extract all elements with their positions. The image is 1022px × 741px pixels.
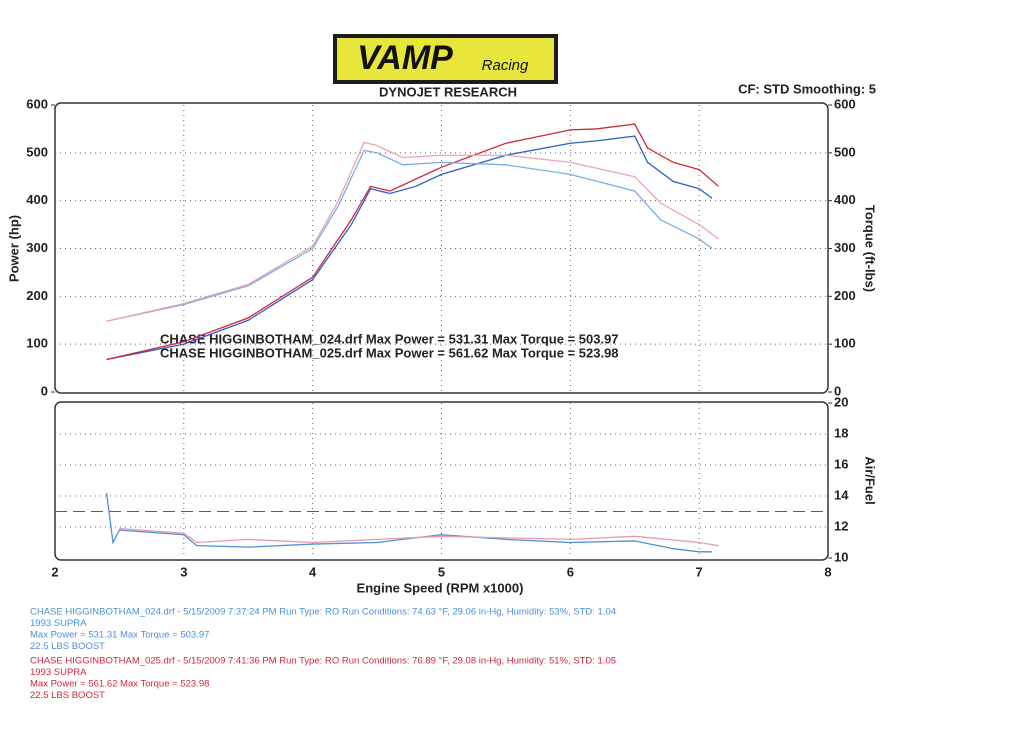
y-tick-label: 200	[26, 288, 48, 303]
run-info: CHASE HIGGINBOTHAM_025.drf - 5/15/2009 7…	[30, 656, 616, 667]
run-info: 22.5 LBS BOOST	[30, 690, 105, 701]
y-tick-label: 400	[26, 192, 48, 207]
y-tick-label: 500	[834, 144, 856, 159]
y-tick-label: 200	[834, 288, 856, 303]
y-tick-label: 100	[26, 336, 48, 351]
series-line	[105, 492, 713, 553]
run-info: 1993 SUPRA	[30, 667, 87, 678]
annotation: CHASE HIGGINBOTHAM_025.drf Max Power = 5…	[160, 345, 619, 360]
y-tick-label: 20	[834, 394, 848, 409]
y-tick-label: 0	[41, 383, 48, 398]
x-tick-label: 2	[51, 564, 58, 579]
x-axis-label: Engine Speed (RPM x1000)	[357, 580, 524, 595]
series-line	[119, 527, 719, 547]
y-tick-label: 0	[834, 383, 841, 398]
y-tick-label: 100	[834, 336, 856, 351]
y-tick-label: 600	[26, 96, 48, 111]
run-info: CHASE HIGGINBOTHAM_024.drf - 5/15/2009 7…	[30, 607, 616, 618]
series-line	[106, 135, 713, 361]
run-info: 1993 SUPRA	[30, 618, 87, 629]
y-tick-label: 14	[834, 487, 849, 502]
run-info: Max Power = 561.62 Max Torque = 523.98	[30, 679, 209, 690]
series-line	[106, 149, 713, 322]
x-tick-label: 8	[824, 564, 831, 579]
x-tick-label: 5	[438, 564, 445, 579]
x-tick-label: 7	[696, 564, 703, 579]
y-tick-label: 300	[26, 240, 48, 255]
run-info: Max Power = 531.31 Max Torque = 503.97	[30, 630, 209, 641]
annotation: CHASE HIGGINBOTHAM_024.drf Max Power = 5…	[160, 331, 619, 346]
x-tick-label: 4	[309, 564, 317, 579]
y-tick-label: 12	[834, 518, 848, 533]
x-tick-label: 6	[567, 564, 574, 579]
y-tick-label: 600	[834, 96, 856, 111]
y-tick-label: 16	[834, 456, 848, 471]
series-line	[106, 123, 719, 361]
y-tick-label: 18	[834, 425, 848, 440]
y-axis-label: Power (hp)	[6, 215, 21, 282]
plot-frame-bottom	[54, 401, 829, 561]
run-info: 22.5 LBS BOOST	[30, 641, 105, 652]
y2-axis-label: Torque (ft-lbs)	[863, 205, 878, 292]
y-tick-label: 300	[834, 240, 856, 255]
y-tick-label: 10	[834, 549, 848, 564]
y-tick-label: 500	[26, 144, 48, 159]
series-line	[106, 141, 719, 322]
y-tick-label: 400	[834, 192, 856, 207]
logo-text: VAMP	[357, 39, 453, 77]
brand: DYNOJET RESEARCH	[379, 84, 517, 99]
settings: CF: STD Smoothing: 5	[738, 81, 876, 96]
y2-axis-label: Air/Fuel	[863, 456, 878, 504]
x-tick-label: 3	[180, 564, 187, 579]
logo-inner	[337, 38, 554, 80]
logo-sub: Racing	[482, 57, 529, 74]
